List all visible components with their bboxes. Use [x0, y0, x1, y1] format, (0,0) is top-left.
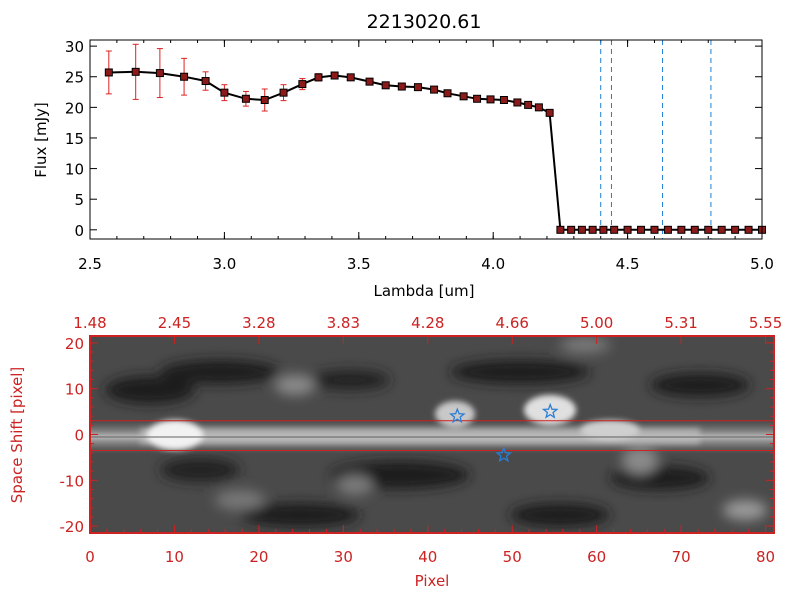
flux-data-point	[443, 89, 452, 98]
flux-data-point	[430, 85, 439, 94]
pixel-tick-label: 10	[165, 548, 184, 566]
flux-series-line	[108, 70, 762, 231]
y-tick-label: 20	[65, 99, 84, 117]
y-tick-label: 0	[74, 222, 84, 240]
x-tick-label: 2.5	[78, 255, 102, 273]
flux-data-point	[241, 94, 250, 103]
source-star-marker	[495, 446, 513, 463]
space-shift-tick-label: -10	[60, 472, 85, 490]
y-tick-labels: 0 5 10 15 20 25 30	[65, 38, 84, 240]
space-shift-tick-labels: -20 -10 0 10 20	[60, 335, 85, 536]
flux-data-point	[524, 100, 533, 109]
wavelength-tick-label: 3.83	[327, 314, 360, 332]
wavelength-tick-label: 3.28	[242, 314, 275, 332]
flux-data-point	[413, 83, 422, 92]
y-tick-label: 25	[65, 69, 84, 87]
space-shift-axis-label: Space Shift [pixel]	[8, 367, 26, 504]
x-tick-label: 4.0	[481, 255, 505, 273]
pixel-tick-label: 50	[503, 548, 522, 566]
flux-data-point	[663, 225, 672, 234]
flux-data-point	[155, 69, 164, 78]
x-tick-label: 3.0	[212, 255, 236, 273]
x-tick-label: 5.0	[750, 255, 774, 273]
wavelength-tick-label: 5.31	[664, 314, 697, 332]
flux-data-point	[513, 98, 522, 107]
top-axis-wavelength-labels: 1.48 2.45 3.28 3.83 4.28 4.66 5.00 5.31 5.55	[73, 314, 782, 332]
space-shift-tick-label: -20	[60, 518, 85, 536]
spectral-image	[90, 336, 774, 533]
space-shift-tick-label: 10	[65, 381, 84, 399]
wavelength-tick-label: 5.00	[580, 314, 613, 332]
flux-data-point	[346, 73, 355, 82]
x-tick-label: 3.5	[347, 255, 371, 273]
flux-data-point	[588, 225, 597, 234]
flux-data-point	[330, 71, 339, 80]
flux-data-point	[279, 88, 288, 97]
flux-data-point	[201, 77, 210, 86]
pixel-tick-label: 70	[672, 548, 691, 566]
flux-data-point	[131, 67, 140, 76]
flux-data-point	[717, 225, 726, 234]
flux-data-point	[298, 80, 307, 89]
pixel-tick-label: 80	[756, 548, 775, 566]
plot-frame	[89, 39, 763, 240]
pixel-tick-label: 60	[587, 548, 606, 566]
flux-data-point	[260, 96, 269, 105]
space-shift-tick-label: 20	[65, 335, 84, 353]
flux-data-point	[677, 225, 686, 234]
x-tick-label: 4.5	[616, 255, 640, 273]
flux-data-point	[599, 225, 608, 234]
space-shift-tick-label: 0	[74, 427, 84, 445]
flux-data-point	[486, 95, 495, 104]
wavelength-tick-label: 4.66	[496, 314, 529, 332]
source-star-marker	[449, 407, 466, 424]
flux-data-point	[545, 108, 554, 117]
flux-data-point	[314, 73, 323, 82]
flux-data-point	[365, 77, 374, 86]
flux-data-point	[459, 92, 468, 101]
flux-data-point	[473, 94, 482, 103]
pixel-axis-label: Pixel	[415, 572, 450, 590]
flux-data-point	[556, 225, 565, 234]
flux-data-point	[397, 82, 406, 91]
flux-data-point	[567, 225, 576, 234]
flux-data-point	[650, 225, 659, 234]
wavelength-tick-label: 1.48	[73, 314, 106, 332]
flux-data-point	[220, 88, 229, 97]
flux-data-point	[577, 225, 586, 234]
wavelength-tick-label: 4.28	[411, 314, 444, 332]
flux-data-point	[744, 225, 753, 234]
y-tick-label: 5	[74, 191, 84, 209]
flux-data-point	[690, 225, 699, 234]
wavelength-tick-label: 5.55	[749, 314, 782, 332]
pixel-tick-label: 30	[334, 548, 353, 566]
spectral-image-panel: 1.48 2.45 3.28 3.83 4.28 4.66 5.00 5.31 5.55 0 10…	[8, 314, 782, 590]
flux-data-point	[534, 103, 543, 112]
source-star-marker	[541, 402, 559, 419]
pixel-tick-labels: 0 10 20 30 40 50 60 70 80	[85, 548, 775, 566]
y-tick-label: 15	[65, 130, 84, 148]
pixel-tick-label: 20	[249, 548, 268, 566]
x-tick-labels: 2.5 3.0 3.5 4.0 4.5 5.0	[78, 255, 774, 273]
spectrum-panel: 2213020.61 2.5 3.0 3.5 4.0 4.5 5.0 0 5 10 15 20 25…	[32, 11, 774, 300]
y-tick-label: 30	[65, 38, 84, 56]
flux-data-point	[637, 225, 646, 234]
flux-data-point	[623, 225, 632, 234]
flux-data-point	[104, 68, 113, 77]
flux-data-point	[704, 225, 713, 234]
flux-data-point	[381, 81, 390, 90]
y-axis-label: Flux [mJy]	[32, 102, 50, 178]
y-tick-label: 10	[65, 161, 84, 179]
pixel-tick-label: 40	[418, 548, 437, 566]
flux-data-point	[499, 96, 508, 105]
flux-data-point	[180, 72, 189, 81]
image-frame	[89, 335, 775, 534]
x-axis-label: Lambda [um]	[374, 282, 475, 300]
wavelength-tick-label: 2.45	[158, 314, 191, 332]
chart-title: 2213020.61	[367, 11, 482, 33]
pixel-tick-label: 0	[85, 548, 95, 566]
flux-data-point	[610, 225, 619, 234]
flux-data-point	[731, 225, 740, 234]
